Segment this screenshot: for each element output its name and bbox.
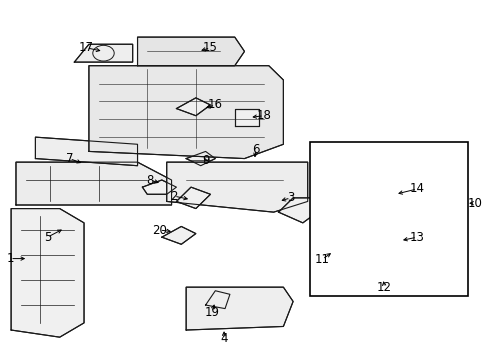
Text: 12: 12 [376,282,391,294]
Text: 4: 4 [220,333,227,346]
Text: 1: 1 [6,252,14,265]
Text: 18: 18 [256,109,271,122]
Polygon shape [137,37,244,66]
Text: 19: 19 [204,306,219,319]
Polygon shape [166,162,307,212]
Polygon shape [278,198,317,223]
Text: 11: 11 [314,253,329,266]
Text: 5: 5 [44,231,51,244]
Text: 13: 13 [409,231,424,244]
Polygon shape [89,66,283,158]
Text: 17: 17 [79,41,94,54]
Polygon shape [377,269,389,287]
Text: 3: 3 [286,192,294,204]
Polygon shape [35,137,137,166]
Polygon shape [234,109,259,126]
Polygon shape [205,291,229,309]
Polygon shape [186,287,292,330]
Text: 20: 20 [152,224,166,237]
Polygon shape [16,162,171,205]
Polygon shape [385,230,404,255]
Polygon shape [176,98,210,116]
Text: 14: 14 [409,183,424,195]
Polygon shape [176,187,210,208]
Polygon shape [394,187,443,219]
Polygon shape [377,194,389,208]
Polygon shape [11,208,84,337]
Text: 7: 7 [65,152,73,165]
Text: 15: 15 [203,41,218,54]
Polygon shape [162,226,196,244]
Text: 2: 2 [170,190,177,203]
Polygon shape [186,152,215,166]
Polygon shape [427,144,462,280]
Polygon shape [322,223,368,266]
Polygon shape [142,180,176,194]
Bar [309,143,467,296]
Text: 8: 8 [146,174,153,186]
Text: 10: 10 [467,197,482,210]
Polygon shape [74,44,132,62]
Text: 9: 9 [202,154,209,167]
Text: 6: 6 [252,143,260,156]
Text: 16: 16 [207,99,223,112]
